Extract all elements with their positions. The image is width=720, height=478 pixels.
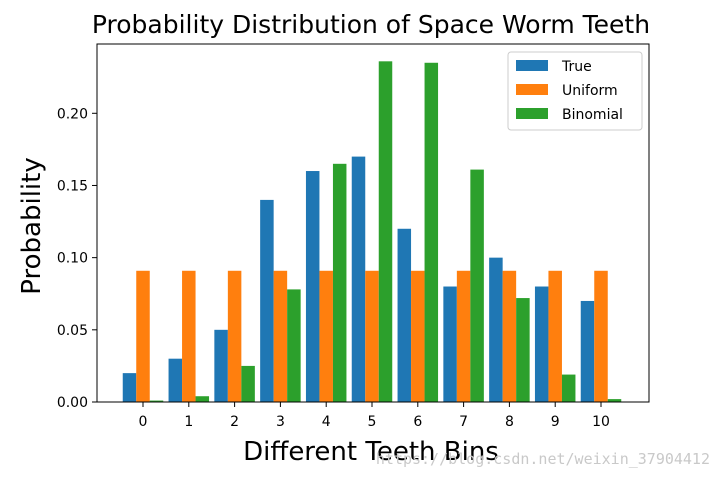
bar-uniform-9	[548, 270, 562, 402]
bar-uniform-3	[273, 270, 288, 402]
x-tick-label: 8	[505, 414, 514, 430]
bar-true-8	[489, 257, 503, 402]
x-tick-label: 0	[139, 414, 148, 430]
x-tick-label: 1	[184, 414, 193, 430]
bar-binomial-8	[516, 298, 530, 402]
y-tick-label: 0.05	[57, 323, 88, 339]
bar-true-1	[168, 358, 183, 402]
bar-binomial-10	[607, 399, 622, 402]
legend: True Uniform Binomial	[507, 51, 643, 131]
bar-binomial-0	[149, 400, 164, 402]
bar-uniform-10	[594, 270, 608, 402]
bar-true-0	[122, 373, 137, 402]
bar-true-2	[214, 329, 228, 402]
bar-binomial-2	[241, 365, 255, 402]
y-tick-label: 0.00	[57, 395, 88, 411]
bar-binomial-6	[424, 62, 439, 403]
bar-uniform-1	[182, 270, 196, 402]
bar-uniform-6	[411, 270, 425, 402]
y-tick-label: 0.15	[57, 178, 88, 194]
y-axis-label: Probability	[17, 157, 47, 294]
bar-true-6	[397, 228, 412, 402]
bar-true-5	[351, 156, 366, 402]
bar-true-4	[305, 171, 320, 402]
bars	[122, 61, 622, 403]
x-tick-label: 6	[413, 414, 422, 430]
x-tick-label: 3	[276, 414, 285, 430]
legend-swatch-true	[516, 60, 548, 71]
watermark: https://blog.csdn.net/weixin_37904412	[376, 450, 710, 468]
bar-binomial-3	[287, 289, 301, 402]
y-axis-ticks: 0.00 0.05 0.10 0.15 0.20	[57, 106, 97, 411]
bar-uniform-4	[319, 270, 333, 402]
bar-binomial-5	[378, 61, 393, 402]
bar-uniform-8	[502, 270, 517, 402]
x-tick-label: 9	[551, 414, 560, 430]
legend-label-binomial: Binomial	[562, 107, 623, 123]
x-tick-label: 4	[322, 414, 331, 430]
x-tick-label: 5	[368, 414, 377, 430]
y-tick-label: 0.20	[57, 106, 88, 122]
bar-uniform-0	[136, 270, 150, 402]
bar-binomial-4	[332, 163, 347, 402]
bar-uniform-7	[456, 270, 471, 402]
x-tick-label: 2	[230, 414, 239, 430]
x-tick-label: 7	[459, 414, 468, 430]
x-tick-label: 10	[592, 414, 610, 430]
bar-uniform-2	[227, 270, 242, 402]
axes-frame	[96, 43, 650, 403]
bar-uniform-5	[365, 270, 379, 402]
bar-binomial-1	[195, 396, 210, 402]
bar-true-7	[443, 286, 457, 402]
legend-swatch-binomial	[516, 108, 548, 119]
legend-label-true: True	[561, 59, 592, 75]
legend-label-uniform: Uniform	[562, 83, 618, 99]
x-axis-label: Different Teeth Bins	[243, 437, 499, 467]
y-tick-label: 0.10	[57, 251, 88, 267]
legend-swatch-uniform	[516, 84, 548, 95]
bar-binomial-9	[561, 374, 576, 402]
bar-true-9	[534, 286, 549, 402]
bar-true-10	[580, 300, 595, 402]
bar-binomial-7	[470, 169, 484, 402]
bar-true-3	[260, 199, 274, 402]
x-axis-ticks: 0 1 2 3 4 5 6 7 8 9 10	[139, 402, 610, 430]
chart-title: Probability Distribution of Space Worm T…	[92, 10, 650, 39]
